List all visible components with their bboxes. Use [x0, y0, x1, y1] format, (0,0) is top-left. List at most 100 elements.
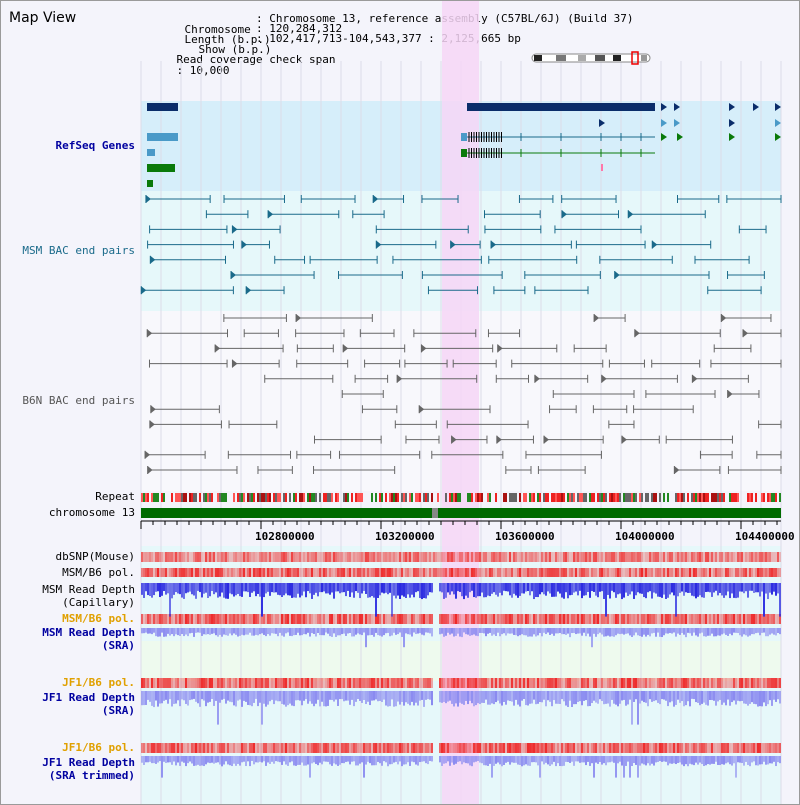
- jf1-sra-depth-bar: [653, 691, 655, 702]
- msm-pol-cell: [175, 614, 177, 624]
- msm-pol-cell: [181, 568, 183, 577]
- msm-sra-depth-bar: [287, 628, 289, 633]
- track-label-jf1-b6-pol-1[interactable]: JF1/B6 pol.: [62, 676, 135, 689]
- jf1-pol-cell: [297, 743, 299, 753]
- msm-pol-cell: [627, 568, 629, 577]
- repeat-mark: [701, 493, 703, 502]
- jf1-sra-depth-bar: [605, 691, 607, 704]
- jf1-sra-depth-bar: [217, 691, 219, 725]
- dbsnp-cell: [309, 552, 311, 562]
- jf1-pol-cell: [419, 743, 421, 753]
- jf1-trim-depth-bar: [651, 756, 653, 764]
- msm-cap-depth-bar: [497, 583, 499, 597]
- jf1-pol-cell: [311, 743, 313, 753]
- jf1-sra-depth-bar: [765, 691, 767, 707]
- msm-pol-cell: [623, 614, 625, 624]
- jf1-pol-cell: [507, 678, 509, 688]
- jf1-trim-depth-bar: [731, 756, 733, 766]
- jf1-sra-depth-bar: [441, 691, 443, 703]
- msm-sra-depth-bar: [423, 628, 425, 636]
- repeat-mark: [185, 493, 187, 502]
- dbsnp-cell: [535, 552, 537, 562]
- jf1-sra-depth-bar: [191, 691, 193, 700]
- jf1-sra-depth-bar: [271, 691, 273, 700]
- msm-cap-depth-bar: [403, 583, 405, 597]
- jf1-pol-cell: [289, 678, 291, 688]
- msm-pol-cell: [247, 568, 249, 577]
- jf1-sra-depth-bar: [687, 691, 689, 702]
- dbsnp-cell: [329, 552, 331, 562]
- track-label-chromosome[interactable]: chromosome 13: [48, 506, 135, 519]
- jf1-pol-cell: [477, 743, 479, 753]
- jf1-trim-depth-bar: [263, 756, 265, 762]
- msm-sra-depth-bar: [277, 628, 279, 637]
- track-label-repeat[interactable]: Repeat: [95, 490, 135, 503]
- msm-pol-cell: [733, 614, 735, 624]
- track-label-refseq[interactable]: RefSeq Genes: [55, 139, 135, 152]
- jf1-pol-cell: [535, 743, 537, 753]
- msm-cap-depth-bar: [649, 583, 651, 592]
- jf1-trim-depth-bar: [345, 756, 347, 762]
- track-label-msm-bac[interactable]: MSM BAC end pairs: [22, 244, 135, 257]
- jf1-pol-cell: [475, 678, 477, 688]
- repeat-mark: [617, 493, 619, 502]
- track-label-jf1-depth-trim-1[interactable]: JF1 Read Depth: [42, 756, 135, 769]
- jf1-pol-cell: [299, 678, 301, 688]
- track-label-msm-depth-sra-1[interactable]: MSM Read Depth: [42, 626, 135, 639]
- msm-pol-cell: [317, 568, 319, 577]
- jf1-trim-depth-bar: [159, 756, 161, 762]
- msm-pol-cell: [411, 568, 413, 577]
- jf1-sra-depth-bar: [543, 691, 545, 700]
- track-label-msm-depth-cap-2: (Capillary): [62, 596, 135, 609]
- track-label-jf1-b6-pol-2[interactable]: JF1/B6 pol.: [62, 741, 135, 754]
- msm-cap-depth-bar: [531, 583, 533, 592]
- jf1-pol-cell: [157, 743, 159, 753]
- msm-sra-depth-bar: [707, 628, 709, 636]
- msm-cap-depth-bar: [473, 583, 475, 598]
- track-label-msm-b6-pol-2[interactable]: MSM/B6 pol.: [62, 612, 135, 625]
- track-label-jf1-depth-sra-1[interactable]: JF1 Read Depth: [42, 691, 135, 704]
- msm-cap-depth-bar: [779, 583, 781, 617]
- track-label-dbsnp[interactable]: dbSNP(Mouse): [55, 550, 135, 563]
- msm-cap-depth-bar: [543, 583, 545, 595]
- msm-pol-cell: [497, 568, 499, 577]
- msm-pol-cell: [211, 568, 213, 577]
- jf1-pol-cell: [249, 743, 251, 753]
- msm-cap-depth-bar: [209, 583, 211, 597]
- repeat-mark: [539, 493, 541, 502]
- jf1-pol-cell: [257, 743, 259, 753]
- msm-pol-cell: [537, 614, 539, 624]
- msm-sra-depth-bar: [255, 628, 257, 635]
- msm-pol-cell: [223, 614, 225, 624]
- msm-cap-depth-bar: [575, 583, 577, 592]
- jf1-pol-cell: [199, 678, 201, 688]
- jf1-trim-depth-bar: [727, 756, 729, 763]
- jf1-trim-depth-bar: [649, 756, 651, 766]
- track-label-b6n-bac[interactable]: B6N BAC end pairs: [22, 394, 135, 407]
- track-label-msm-b6-pol-1[interactable]: MSM/B6 pol.: [62, 566, 135, 579]
- msm-pol-cell: [465, 614, 467, 624]
- msm-cap-depth-bar: [475, 583, 477, 598]
- jf1-sra-depth-bar: [451, 691, 453, 704]
- msm-cap-depth-bar: [677, 583, 679, 597]
- msm-pol-cell: [361, 614, 363, 624]
- msm-pol-cell: [407, 568, 409, 577]
- jf1-pol-cell: [251, 678, 253, 688]
- repeat-mark: [279, 493, 281, 502]
- msm-pol-cell: [563, 568, 565, 577]
- jf1-sra-depth-bar: [559, 691, 561, 704]
- dbsnp-cell: [759, 552, 761, 562]
- dbsnp-cell: [499, 552, 501, 562]
- msm-cap-depth-bar: [465, 583, 467, 596]
- jf1-sra-depth-bar: [273, 691, 275, 705]
- msm-sra-depth-bar: [271, 628, 273, 634]
- jf1-sra-depth-bar: [517, 691, 519, 705]
- ideogram-band: [613, 55, 621, 61]
- msm-pol-cell: [233, 614, 235, 624]
- track-label-msm-depth-cap-1[interactable]: MSM Read Depth: [42, 583, 135, 596]
- dbsnp-cell: [749, 552, 751, 562]
- msm-pol-cell: [685, 568, 687, 577]
- msm-cap-depth-bar: [583, 583, 585, 596]
- jf1-trim-depth-bar: [581, 756, 583, 763]
